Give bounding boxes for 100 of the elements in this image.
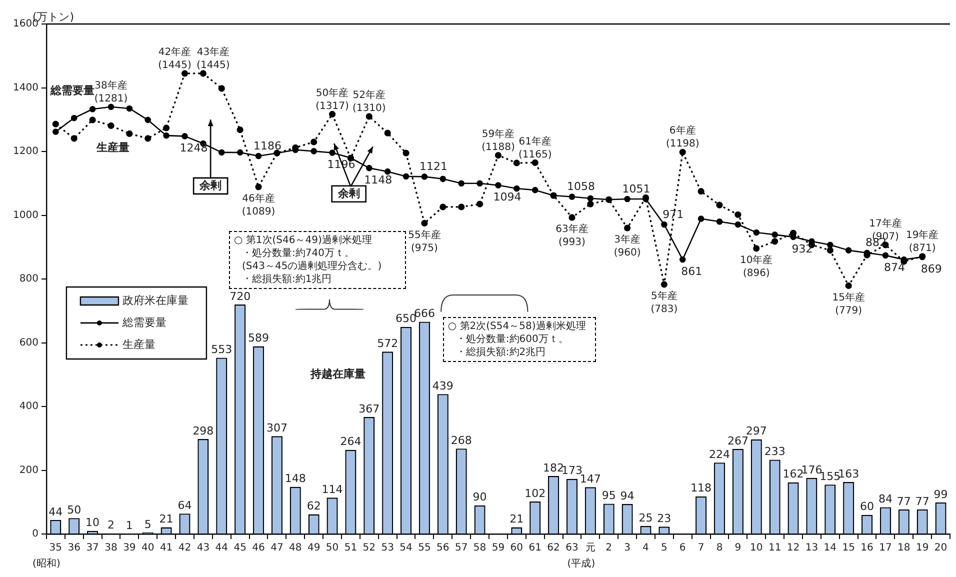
x-tick-label: 7: [698, 542, 704, 554]
annotation: 3年産 (960): [614, 234, 641, 259]
x-tick-label: 61: [528, 542, 542, 554]
annotation: 38年産 (1281): [94, 79, 128, 104]
annotation: 43年産 (1445): [196, 46, 230, 71]
data-label: 64: [178, 498, 192, 512]
annotation: 55年産 (975): [408, 228, 441, 254]
x-tick-label: 46: [252, 542, 265, 554]
y-tick-label: 400: [19, 401, 38, 412]
annotation: 46年産 (1089): [242, 192, 276, 218]
annotation: 42年産 (1445): [158, 46, 192, 71]
x-tick-label: 14: [824, 542, 837, 554]
data-label: 60: [860, 500, 874, 514]
x-tick-label: 43: [196, 542, 210, 554]
x-tick-label: 15: [842, 542, 855, 554]
x-tick-label: 52: [362, 542, 376, 554]
x-tick-label: 47: [270, 542, 284, 554]
data-label: 861: [681, 264, 702, 278]
x-tick-label: 8: [716, 542, 723, 554]
data-label: 77: [915, 494, 930, 508]
data-label: 932: [792, 242, 813, 256]
data-label: 114: [322, 483, 343, 496]
data-label: 233: [764, 445, 786, 458]
y-tick-label: 1200: [12, 146, 38, 158]
annotation: 59年産 (1188): [482, 128, 515, 153]
y-tick-label: 0: [32, 528, 38, 540]
data-label: 23: [657, 512, 672, 526]
annotation: (S43～45の過剰処理分含む。): [241, 260, 383, 274]
x-tick-label: 45: [234, 542, 246, 554]
x-tick-label: 44: [215, 542, 228, 554]
x-tick-label: 19: [916, 542, 929, 554]
annotation: ・処分数量:約600万ｔ。: [454, 333, 570, 346]
data-label: 163: [838, 467, 860, 480]
data-label: 2: [107, 518, 114, 532]
data-label: 118: [690, 482, 712, 495]
y-tick-label: 1400: [12, 82, 38, 94]
x-tick-label: 18: [898, 542, 910, 554]
data-label: 25: [638, 511, 653, 524]
data-label: 99: [934, 488, 948, 501]
x-tick-label: 12: [786, 542, 800, 554]
x-tick-label: 39: [123, 542, 136, 554]
annotation: 10年産 (896): [740, 254, 773, 279]
text: (昭和): [32, 558, 60, 570]
y-tick-label: 800: [19, 274, 38, 285]
data-label: 268: [450, 434, 472, 447]
annotation: 6年産 (1198): [666, 124, 700, 150]
annotation: 総需要量: [49, 84, 94, 97]
x-tick-label: 11: [768, 542, 782, 554]
data-label: 307: [266, 422, 288, 435]
x-tick-label: 16: [860, 542, 874, 554]
x-tick-label: 48: [289, 542, 302, 554]
annotation: ・処分数量:約740万ｔ。: [241, 247, 356, 260]
data-label: 720: [230, 290, 251, 303]
data-label: 1: [126, 519, 133, 532]
x-tick-label: 57: [454, 542, 468, 554]
data-label: 298: [192, 424, 214, 438]
data-label: 1121: [419, 160, 448, 174]
x-tick-label: 42: [178, 542, 192, 554]
data-label: 176: [801, 463, 822, 476]
data-label: 1148: [364, 173, 392, 186]
data-label: 44: [48, 505, 63, 518]
data-label: 10: [86, 516, 100, 530]
data-label: 148: [284, 472, 306, 486]
x-tick-label: 2: [606, 542, 612, 554]
annotation: 52年産 (1310): [352, 89, 386, 114]
x-tick-label: 50: [326, 542, 339, 554]
data-label: 1058: [566, 180, 595, 194]
annotation: ○ 第2次(S54～58)過剰米処理: [448, 320, 587, 334]
data-label: 94: [620, 489, 634, 502]
y-tick-label: 600: [19, 337, 38, 348]
data-label: 90: [472, 490, 487, 504]
data-label: 869: [920, 262, 942, 276]
data-label: 21: [510, 512, 524, 526]
x-tick-label: 元: [585, 542, 596, 554]
text: (平成): [567, 558, 596, 570]
legend-label: 生産量: [122, 338, 156, 351]
data-label: 297: [746, 424, 767, 438]
x-tick-label: 59: [492, 542, 505, 554]
data-label: 95: [602, 489, 616, 502]
annotation: ・総損失額:約1兆円: [241, 273, 333, 286]
annotation: 5年産 (783): [650, 290, 678, 316]
data-label: 1186: [254, 139, 282, 152]
data-label: 21: [159, 512, 174, 526]
x-tick-label: 38: [104, 542, 118, 554]
data-label: 267: [727, 434, 748, 448]
data-label: 264: [340, 435, 362, 448]
x-tick-label: 13: [805, 542, 818, 554]
x-tick-label: 56: [436, 542, 450, 554]
x-tick-label: 53: [381, 542, 394, 554]
data-label: 971: [662, 208, 684, 221]
data-label: 147: [580, 472, 601, 486]
annotation: 余剰: [336, 186, 360, 200]
x-tick-label: 60: [510, 542, 524, 554]
annotation: 50年産 (1317): [316, 86, 349, 112]
data-label: 589: [248, 332, 270, 345]
x-tick-label: 36: [68, 542, 80, 554]
x-tick-label: 51: [344, 542, 358, 554]
data-label: 224: [709, 448, 730, 461]
annotation: 63年産 (993): [556, 223, 588, 248]
x-tick-label: 63: [566, 542, 578, 554]
